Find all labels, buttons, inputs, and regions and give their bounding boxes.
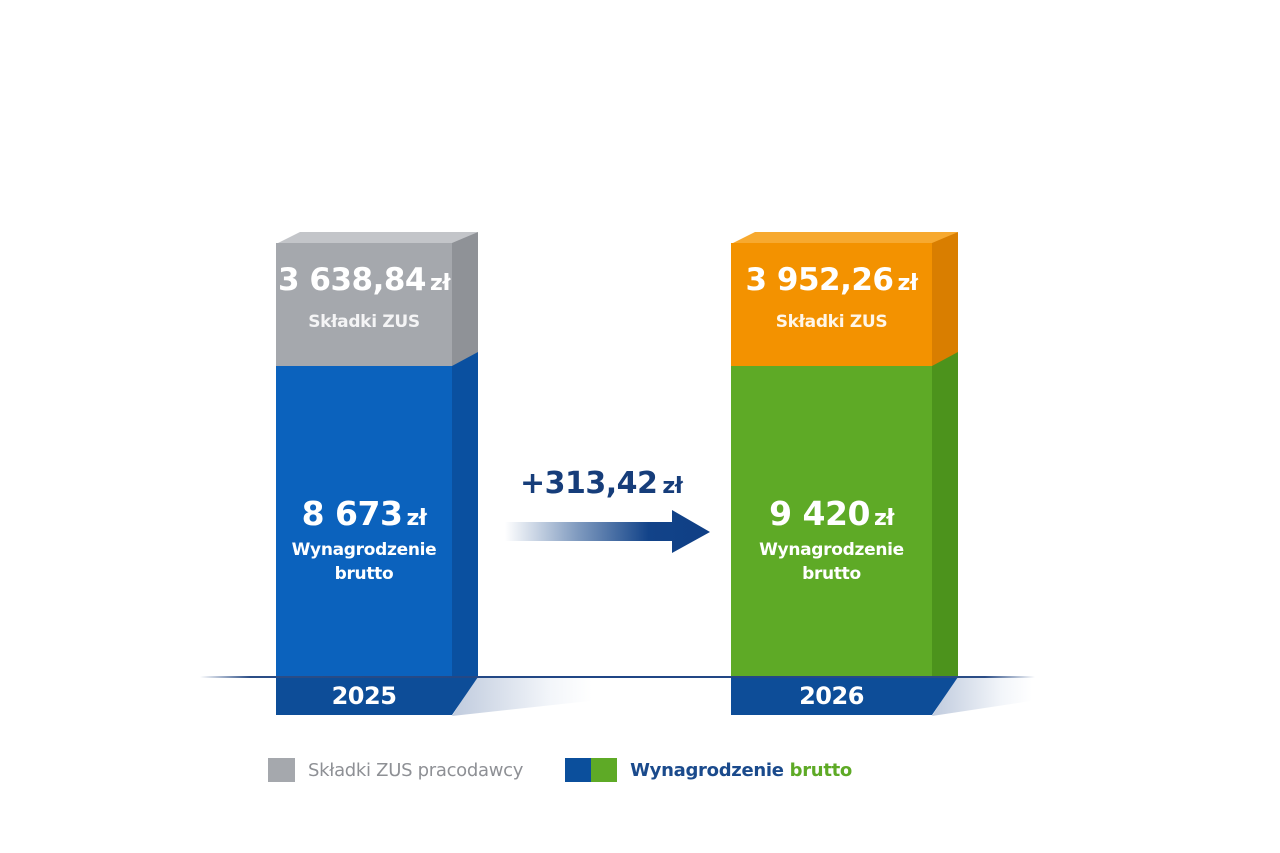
delta-annotation: +313,42 zł bbox=[520, 466, 690, 501]
bar-2026-gross-value: 9 420 zł bbox=[731, 494, 932, 533]
currency-unit: zł bbox=[897, 271, 918, 296]
bar-2026-gross-label: Wynagrodzenie brutto bbox=[731, 538, 932, 586]
bar-2025-gross-value: 8 673 zł bbox=[276, 494, 452, 533]
legend-label-zus: Składki ZUS pracodawcy bbox=[308, 759, 524, 781]
bar-2025-gross-side bbox=[452, 352, 478, 676]
delta-value: +313,42 bbox=[520, 466, 658, 501]
bar-2025-year-band bbox=[276, 677, 478, 715]
legend-item-zus: Składki ZUS pracodawcy bbox=[268, 758, 523, 782]
zus-amount: 3 638,84 bbox=[278, 262, 427, 298]
legend-label-gross: Wynagrodzenie brutto bbox=[630, 760, 852, 781]
legend-item-gross: Wynagrodzenie brutto bbox=[565, 758, 852, 782]
zus-amount: 3 952,26 bbox=[745, 262, 895, 298]
bar-2025-gross-label: Wynagrodzenie brutto bbox=[276, 538, 452, 586]
bar-2026-zus-side bbox=[932, 232, 958, 366]
bar-2026-gross-side bbox=[932, 352, 958, 676]
currency-unit: zł bbox=[873, 506, 894, 531]
bar-2025-top-face bbox=[276, 232, 478, 244]
arrow-right-icon bbox=[505, 510, 710, 555]
bar-2025-zus-side bbox=[452, 232, 478, 366]
legend-label-gross-part1: Wynagrodzenie bbox=[630, 759, 784, 781]
bar-2026-zus-value: 3 952,26 zł bbox=[731, 262, 932, 298]
bar-2026-year-label: 2026 bbox=[799, 682, 864, 710]
bar-2026-year-band bbox=[731, 677, 958, 715]
baseline bbox=[200, 676, 1035, 678]
legend-label-gross-part2: brutto bbox=[789, 759, 853, 781]
bar-2025-year-label: 2025 bbox=[331, 682, 397, 710]
bar-2025-zus-label: Składki ZUS bbox=[308, 312, 420, 332]
bar-2025-zus-value: 3 638,84 zł bbox=[276, 262, 452, 298]
legend-swatch-green bbox=[591, 758, 618, 782]
bar-2026-zus-label: Składki ZUS bbox=[775, 312, 888, 332]
bar-2026-gross-segment bbox=[731, 366, 932, 676]
legend-swatch-gray bbox=[268, 758, 295, 782]
gross-label-line1: Wynagrodzenie bbox=[291, 540, 437, 560]
currency-unit: zł bbox=[406, 506, 427, 531]
gross-amount: 8 673 bbox=[301, 494, 403, 533]
bar-2026-top-face bbox=[731, 232, 958, 244]
bar-2025-gross-segment bbox=[276, 366, 452, 676]
legend-swatch-blue bbox=[565, 758, 592, 782]
delta-unit: zł bbox=[662, 474, 683, 499]
gross-label-line2: brutto bbox=[334, 564, 394, 584]
gross-label-line1: Wynagrodzenie bbox=[759, 540, 904, 560]
bar-2025-zus-segment bbox=[276, 243, 452, 366]
gross-amount: 9 420 bbox=[769, 494, 870, 533]
legend: Składki ZUS pracodawcy Wynagrodzenie bru… bbox=[268, 757, 852, 783]
gross-label-line2: brutto bbox=[802, 564, 861, 584]
currency-unit: zł bbox=[430, 271, 450, 296]
bar-2026-zus-segment bbox=[731, 243, 932, 366]
